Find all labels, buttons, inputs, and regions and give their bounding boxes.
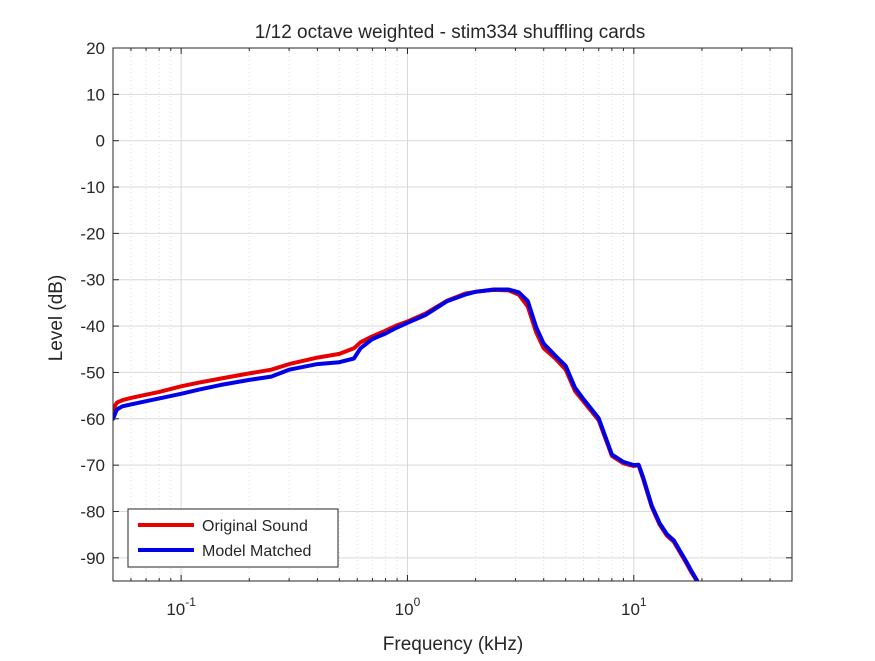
series-lines <box>113 287 699 581</box>
y-tick-label: -50 <box>80 363 105 382</box>
y-tick-label: -20 <box>80 224 105 243</box>
grid-lines <box>113 47 792 581</box>
x-tick-label: 10-1 <box>166 595 196 619</box>
series-line-model-matched <box>113 287 699 581</box>
legend-box <box>127 508 339 568</box>
y-tick-label: -40 <box>80 317 105 336</box>
legend-label: Original Sound <box>202 518 308 535</box>
plot-frame <box>112 47 793 582</box>
y-tick-label: -80 <box>80 502 105 521</box>
y-axis-label: Level (dB) <box>46 275 67 362</box>
y-tick-label: -70 <box>80 456 105 475</box>
y-tick-label: 0 <box>96 132 105 151</box>
axis-ticks: 10-1 100 10120100-10-20-30-40-50-60-70-80-… <box>80 39 792 619</box>
y-tick-label: -30 <box>80 271 105 290</box>
x-tick-label: 101 <box>621 595 647 619</box>
x-axis-label: Frequency (kHz) <box>383 634 523 655</box>
y-tick-label: -10 <box>80 178 105 197</box>
legend: Original Sound Model Matched <box>127 508 339 568</box>
y-tick-label: 10 <box>86 85 105 104</box>
y-tick-label: -60 <box>80 410 105 429</box>
y-tick-label: 20 <box>86 39 105 58</box>
y-tick-label: -90 <box>80 549 105 568</box>
legend-label: Model Matched <box>202 543 311 560</box>
chart-title: 1/12 octave weighted - stim334 shuffling… <box>255 22 645 43</box>
x-tick-label: 100 <box>395 595 421 619</box>
